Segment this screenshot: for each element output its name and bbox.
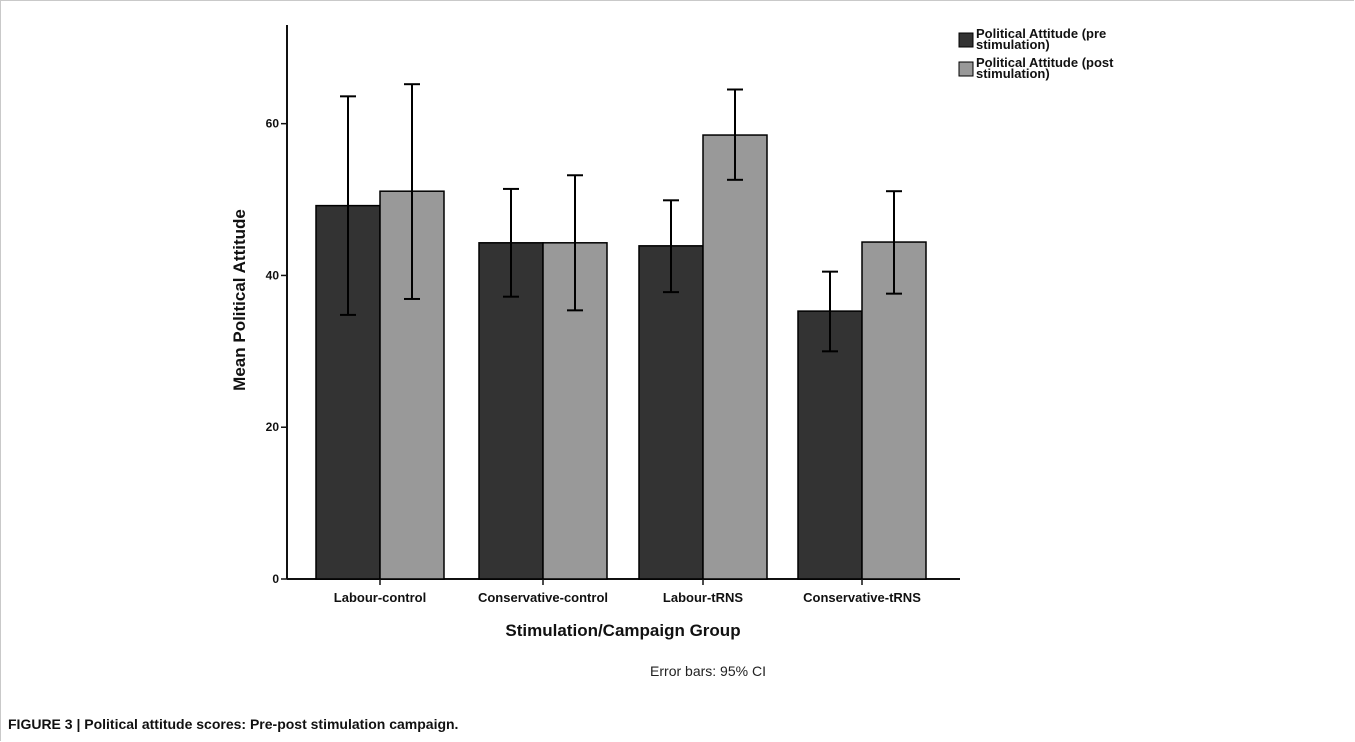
y-tick-label: 40 <box>266 268 280 282</box>
x-category-labels: Labour-control Conservative-control Labour… <box>334 579 921 605</box>
legend-swatch <box>958 32 974 48</box>
bar <box>861 241 927 580</box>
bars <box>315 134 927 580</box>
legend-label: stimulation) <box>976 66 1050 81</box>
y-ticks: 0 20 40 60 <box>266 117 287 586</box>
legend: Political Attitude (prestimulation)Polit… <box>958 26 1114 81</box>
bar <box>797 310 863 580</box>
error-bar-note: Error bars: 95% CI <box>650 663 766 679</box>
legend-swatch <box>958 61 974 77</box>
x-category-label: Labour-control <box>334 590 426 605</box>
legend-label: Political Attitude (pre <box>976 26 1106 41</box>
bar <box>478 242 544 580</box>
x-category-label: Conservative-control <box>478 590 608 605</box>
bar <box>702 134 768 580</box>
y-tick-label: 60 <box>266 117 280 131</box>
y-axis-title: Mean Political Attitude <box>230 209 249 391</box>
y-tick-label: 0 <box>272 572 279 586</box>
x-category-label: Labour-tRNS <box>663 590 743 605</box>
legend-label: Political Attitude (post <box>976 55 1114 70</box>
x-axis-title: Stimulation/Campaign Group <box>505 621 740 640</box>
y-tick-label: 20 <box>266 420 280 434</box>
bar <box>638 245 704 580</box>
x-category-label: Conservative-tRNS <box>803 590 921 605</box>
legend-label: stimulation) <box>976 37 1050 52</box>
error-bars <box>340 83 902 353</box>
figure-caption: FIGURE 3 | Political attitude scores: Pr… <box>8 716 459 732</box>
